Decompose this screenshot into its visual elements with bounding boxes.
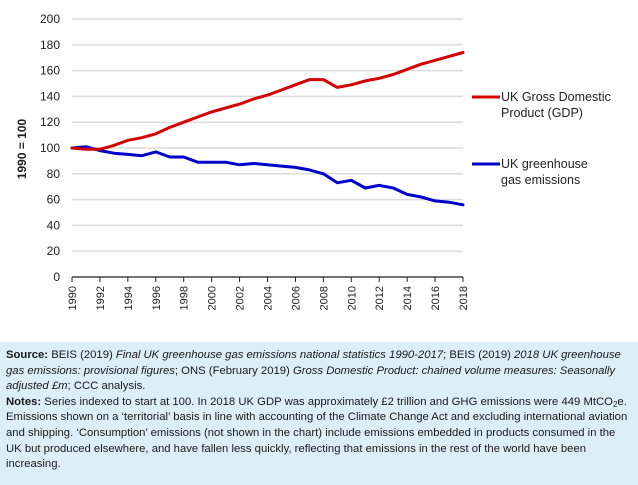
x-tick-label: 1990	[67, 286, 79, 310]
y-tick-label: 140	[40, 89, 60, 103]
x-tick-label: 1994	[123, 286, 135, 310]
x-tick-label: 2010	[346, 286, 358, 310]
y-tick-label: 0	[53, 270, 60, 284]
x-tick-label: 1998	[179, 286, 191, 310]
y-tick-label: 180	[40, 38, 60, 52]
y-tick-label: 100	[40, 141, 60, 155]
emissions-line	[70, 145, 465, 207]
legend-label: UK greenhouse	[501, 157, 588, 171]
source-part: ; BEIS (2019)	[443, 349, 515, 361]
x-tick-label: 2008	[318, 286, 330, 310]
line-chart: 0 20 40 60 80 100 120 140 160 180 200 1990 1992 1994…	[15, 12, 611, 310]
x-tick-label: 2018	[458, 286, 470, 310]
caption-box: Source: BEIS (2019) Final UK greenhouse …	[0, 342, 638, 485]
notes-subscript: 2	[612, 399, 618, 409]
notes-text-1: Series indexed to start at 100. In 2018 …	[41, 395, 613, 408]
gdp-line	[70, 51, 465, 151]
y-tick-label: 80	[47, 167, 61, 181]
y-tick-label: 40	[47, 218, 61, 232]
x-tick-label: 2016	[430, 286, 442, 310]
notes: Notes: Series indexed to start at 100. I…	[6, 395, 632, 473]
x-tick-label: 2012	[374, 286, 386, 310]
y-tick-label: 20	[47, 244, 61, 258]
x-axis: 1990 1992 1994 1996 1998 2000 2002 2004 2006 2008…	[67, 276, 470, 310]
y-tick-label: 60	[47, 193, 61, 207]
source-part: Final UK greenhouse gas emissions nation…	[115, 349, 444, 361]
notes-text-2: e. Emissions shown on a ‘territorial’ ba…	[6, 395, 628, 471]
y-tick-label: 160	[40, 64, 60, 78]
y-axis-ticks: 0 20 40 60 80 100 120 140 160 180 200	[40, 12, 60, 284]
source-part: BEIS (2019)	[48, 349, 116, 361]
x-tick-label: 1992	[95, 286, 107, 310]
source-label: Source:	[6, 349, 49, 361]
x-tick-label: 2004	[263, 286, 275, 310]
notes-label: Notes:	[6, 395, 42, 408]
x-tick-label: 2002	[235, 286, 247, 310]
y-tick-label: 120	[40, 115, 60, 129]
series-lines	[70, 51, 465, 207]
source-part: ; CCC analysis.	[67, 380, 146, 393]
y-tick-label: 200	[40, 12, 60, 26]
source-note: Source: BEIS (2019) Final UK greenhouse …	[6, 348, 632, 395]
legend-label: UK Gross Domestic	[501, 90, 611, 104]
source-text: BEIS (2019) Final UK greenhouse gas emis…	[6, 349, 621, 392]
x-tick-label: 1996	[151, 286, 163, 310]
source-part: Gross Domestic Product: chained volume m…	[6, 364, 616, 393]
gridlines	[72, 18, 463, 252]
x-tick-label: 2000	[207, 286, 219, 310]
legend-label: Product (GDP)	[501, 106, 583, 120]
x-tick-label: 2006	[290, 286, 302, 310]
source-part: ; ONS (February 2019)	[174, 364, 293, 377]
y-axis-label: 1990 = 100	[15, 118, 29, 179]
source-part: 2018 UK greenhouse gas emissions: provis…	[6, 349, 621, 377]
legend-label: gas emissions	[501, 173, 580, 187]
legend: UK Gross Domestic Product (GDP) UK greenho…	[472, 90, 611, 187]
x-tick-label: 2014	[402, 286, 414, 310]
